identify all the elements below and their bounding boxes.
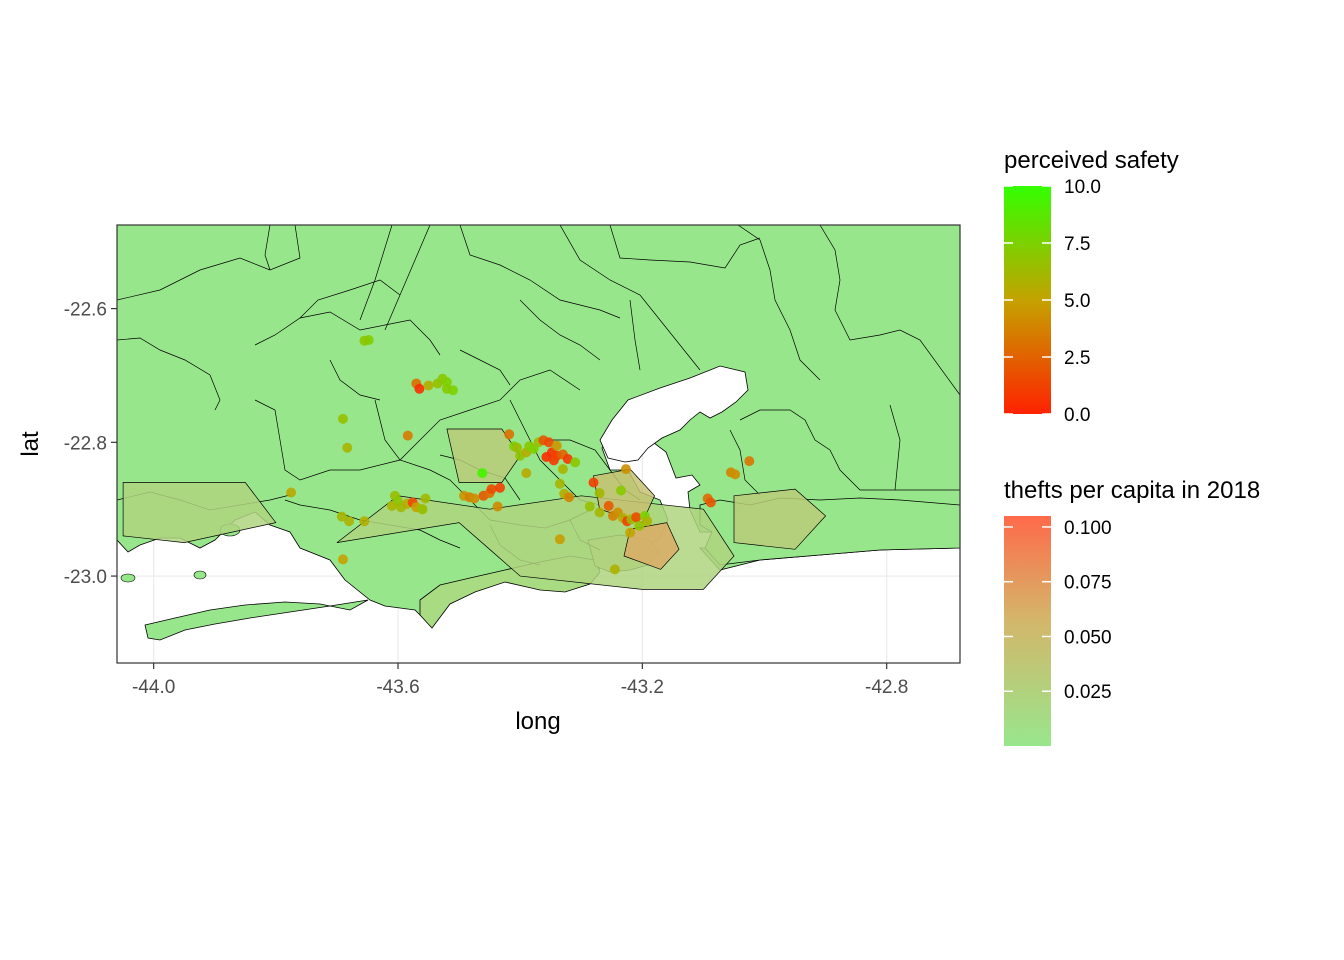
survey-point: [342, 442, 353, 453]
survey-point: [504, 429, 515, 440]
survey-point: [551, 440, 562, 451]
survey-point: [570, 457, 581, 468]
legend-tick-label: 5.0: [1064, 291, 1090, 312]
land-peninsula-west: [144, 599, 369, 641]
survey-point: [631, 512, 642, 523]
legend-tick-label: 7.5: [1064, 234, 1090, 255]
panel-border: [116, 224, 961, 664]
legend-thefts-title: thefts per capita in 2018: [1004, 477, 1260, 504]
survey-point: [336, 511, 347, 522]
survey-point: [642, 516, 653, 527]
survey-point: [441, 383, 452, 394]
legend-safety-ticks: 10.0 7.5 5.0 2.5 0.0: [1004, 177, 1101, 426]
survey-point: [486, 484, 497, 495]
survey-point: [477, 468, 488, 479]
legend-tick-label: 10.0: [1064, 177, 1101, 198]
survey-point: [420, 493, 431, 504]
survey-point: [584, 501, 595, 512]
survey-point: [554, 478, 565, 489]
theft-region: [122, 482, 277, 543]
x-axis-ticks: -44.0 -43.6 -43.2 -42.8: [132, 663, 908, 698]
survey-point: [634, 520, 645, 531]
survey-point: [344, 516, 355, 527]
legend-tick-label: 0.100: [1064, 518, 1112, 539]
survey-point: [594, 507, 605, 518]
survey-point: [625, 527, 636, 538]
theft-region: [623, 522, 680, 570]
x-tick-label: -44.0: [132, 677, 175, 698]
survey-point: [414, 383, 425, 394]
x-tick-label: -43.2: [621, 677, 664, 698]
survey-point: [705, 497, 716, 508]
survey-point: [338, 413, 348, 424]
survey-point: [417, 504, 428, 515]
legend-thefts-colorbar: [1004, 516, 1051, 746]
legend-thefts-ticks: 0.100 0.075 0.050 0.025: [1004, 518, 1112, 703]
legend-thefts: thefts per capita in 2018 0.100 0.075 0.05…: [1004, 477, 1260, 746]
y-tick-label: -23.0: [64, 567, 107, 588]
survey-point: [594, 488, 605, 499]
x-tick-label: -42.8: [865, 677, 908, 698]
x-tick-label: -43.6: [376, 677, 419, 698]
survey-point: [554, 534, 565, 545]
survey-point: [620, 464, 631, 475]
survey-point: [402, 430, 413, 441]
survey-point: [521, 468, 532, 479]
survey-point: [609, 564, 620, 575]
survey-point: [423, 380, 434, 391]
survey-point: [386, 500, 397, 511]
y-axis-title: lat: [17, 431, 44, 457]
legend-safety-title: perceived safety: [1004, 147, 1179, 174]
survey-point: [588, 477, 599, 488]
legend-perceived-safety: perceived safety 10.0 7.5 5.0 2.5 0.0: [1004, 147, 1179, 426]
survey-point: [616, 485, 626, 496]
survey-points: [286, 335, 755, 575]
survey-point: [359, 516, 370, 527]
y-tick-label: -22.8: [64, 433, 107, 454]
survey-point: [543, 437, 554, 448]
survey-point: [730, 469, 741, 480]
survey-point: [359, 335, 370, 346]
theft-region: [733, 488, 827, 550]
survey-point: [492, 501, 503, 512]
survey-point: [744, 456, 755, 467]
legend-tick-label: 2.5: [1064, 348, 1090, 369]
legend-tick-label: 0.075: [1064, 573, 1112, 594]
legend-tick-label: 0.025: [1064, 682, 1112, 703]
survey-point: [338, 554, 348, 565]
y-tick-label: -22.6: [64, 300, 107, 321]
survey-point: [286, 487, 297, 498]
x-axis-title: long: [515, 708, 560, 735]
survey-point: [512, 442, 523, 453]
survey-point: [564, 492, 574, 503]
survey-point: [495, 482, 505, 493]
survey-point: [557, 464, 568, 475]
legend-tick-label: 0.050: [1064, 627, 1112, 648]
legend-tick-label: 0.0: [1064, 405, 1090, 426]
survey-point: [469, 493, 480, 504]
guanabara-bay: [599, 365, 749, 463]
survey-point: [603, 500, 614, 511]
theft-region: [446, 428, 521, 483]
y-axis-ticks: -22.6 -22.8 -23.0: [64, 300, 117, 588]
